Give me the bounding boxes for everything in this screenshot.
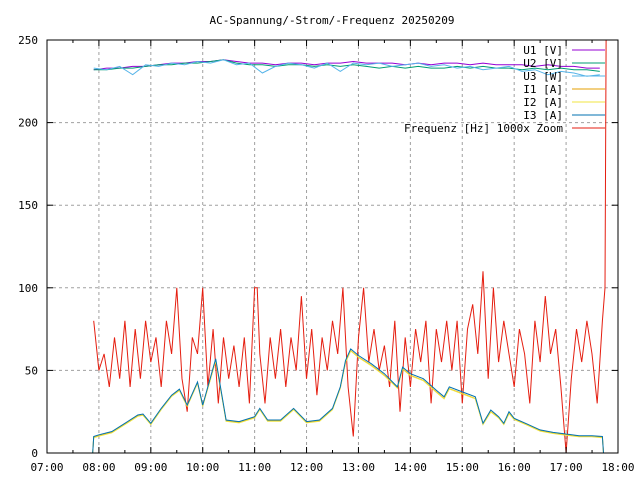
legend-label: U1 [V] [523, 44, 563, 57]
chart-title: AC-Spannung/-Strom/-Frequenz 20250209 [209, 14, 454, 27]
legend-label: I1 [A] [523, 83, 563, 96]
series-group [92, 39, 607, 454]
y-tick-label: 100 [18, 282, 38, 295]
axis-ticks: 0 50 100 150 200 250 07:00 08:00 09:00 10:00 11:00… [18, 34, 634, 474]
x-tick-label: 11:00 [238, 461, 271, 474]
x-tick-label: 17:00 [550, 461, 583, 474]
y-tick-label: 0 [31, 447, 38, 460]
series-line-5 [92, 348, 604, 454]
legend-label: U2 [V] [523, 57, 563, 70]
x-tick-label: 14:00 [394, 461, 427, 474]
x-tick-label: 18:00 [601, 461, 634, 474]
x-tick-label: 08:00 [82, 461, 115, 474]
series-line-6 [93, 39, 607, 454]
x-tick-label: 09:00 [134, 461, 167, 474]
legend-label: I2 [A] [523, 96, 563, 109]
x-tick-label: 15:00 [446, 461, 479, 474]
x-tick-label: 12:00 [290, 461, 323, 474]
x-tick-label: 16:00 [498, 461, 531, 474]
x-tick-label: 13:00 [342, 461, 375, 474]
y-tick-label: 200 [18, 117, 38, 130]
legend-label: Frequenz [Hz] 1000x Zoom [404, 122, 563, 135]
x-tick-label: 07:00 [30, 461, 63, 474]
y-tick-label: 250 [18, 34, 38, 47]
y-tick-label: 50 [25, 364, 38, 377]
legend: U1 [V]U2 [V]U3 [W]I1 [A]I2 [A]I3 [A]Freq… [404, 44, 605, 135]
legend-label: U3 [W] [523, 70, 563, 83]
y-tick-label: 150 [18, 199, 38, 212]
x-tick-label: 10:00 [186, 461, 219, 474]
series-line-2 [93, 59, 600, 77]
legend-label: I3 [A] [523, 109, 563, 122]
series-line-4 [92, 350, 604, 454]
series-line-3 [92, 349, 604, 454]
series-line-0 [93, 59, 600, 71]
